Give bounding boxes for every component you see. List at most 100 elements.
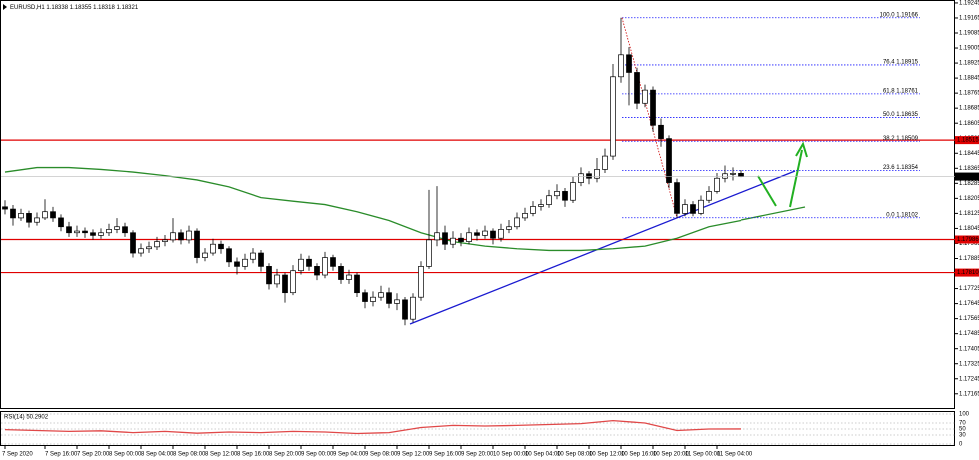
candle-body bbox=[362, 292, 368, 302]
candle-body bbox=[666, 138, 672, 183]
y-tick-label: 1.17325 bbox=[959, 361, 979, 367]
candle-body bbox=[250, 252, 256, 260]
candle-body bbox=[346, 274, 352, 280]
x-tick-label: 9 Sep 04:00 bbox=[333, 452, 366, 458]
x-tick-label: 8 Sep 12:00 bbox=[205, 452, 238, 458]
candle-body bbox=[130, 232, 136, 254]
y-tick-label: 1.18125 bbox=[959, 211, 979, 217]
last-price-tag bbox=[955, 172, 979, 181]
candle-body bbox=[194, 230, 200, 258]
last-open: 1.18338 bbox=[46, 5, 68, 11]
x-tick-label: 8 Sep 08:00 bbox=[173, 452, 206, 458]
candle-body bbox=[498, 229, 504, 239]
last-close: 1.18321 bbox=[116, 5, 138, 11]
header: EURUSD,H1 1.18338 1.18355 1.18318 1.1832… bbox=[10, 5, 139, 11]
candle-body bbox=[154, 241, 160, 248]
candle-body bbox=[202, 252, 208, 258]
candle-body bbox=[290, 270, 296, 294]
candle-body bbox=[722, 173, 728, 179]
x-tick-label: 7 Sep 20:00 bbox=[77, 452, 110, 458]
candle-body bbox=[546, 195, 552, 205]
y-tick-label: 1.17165 bbox=[959, 391, 979, 397]
candle-body bbox=[314, 266, 320, 276]
candle-body bbox=[322, 257, 328, 276]
y-tick-label: 1.18365 bbox=[959, 166, 979, 172]
candle-body bbox=[210, 243, 216, 254]
candle-body bbox=[402, 299, 408, 320]
x-tick-label: 7 Sep 16:00 bbox=[45, 452, 78, 458]
candle-body bbox=[90, 232, 96, 236]
x-tick-label: 11 Sep 04:00 bbox=[717, 452, 753, 458]
level-label: 1.18515 bbox=[957, 138, 979, 144]
last-low: 1.18318 bbox=[93, 5, 115, 11]
x-tick-label: 9 Sep 00:00 bbox=[301, 452, 334, 458]
candle-body bbox=[506, 226, 512, 230]
candle-body bbox=[418, 266, 424, 298]
level-tag bbox=[955, 235, 979, 244]
rsi-frame bbox=[0, 411, 955, 446]
candle-body bbox=[26, 213, 32, 223]
candle-body bbox=[586, 173, 592, 179]
y-tick-label: 1.18445 bbox=[959, 151, 979, 157]
fib-label: 38.2 1.18509 bbox=[883, 136, 919, 142]
candle-body bbox=[578, 173, 584, 183]
rsi-tick-label: 50 bbox=[959, 427, 966, 433]
candle-body bbox=[82, 230, 88, 234]
candle-body bbox=[114, 226, 120, 230]
x-tick-label: 8 Sep 20:00 bbox=[269, 452, 302, 458]
x-tick-label: 7 Sep 2020 bbox=[2, 452, 33, 458]
candle-body bbox=[66, 226, 72, 234]
candle-body bbox=[10, 208, 16, 219]
header-icon bbox=[3, 4, 7, 10]
level-label: 1.17986 bbox=[957, 237, 979, 243]
candle-body bbox=[514, 217, 520, 228]
candle-body bbox=[178, 232, 184, 241]
candle-body bbox=[234, 261, 240, 267]
candle-body bbox=[738, 173, 744, 177]
candle-body bbox=[530, 206, 536, 214]
candle-body bbox=[242, 258, 248, 267]
fib-label: 100.0 1.19166 bbox=[880, 12, 919, 18]
candle-body bbox=[42, 211, 48, 219]
rsi-tick-label: 100 bbox=[959, 412, 970, 418]
candle-body bbox=[434, 232, 440, 241]
y-tick-label: 1.18845 bbox=[959, 76, 979, 82]
y-tick-label: 1.17645 bbox=[959, 301, 979, 307]
candle-body bbox=[714, 177, 720, 192]
candle-body bbox=[106, 229, 112, 234]
y-tick-label: 1.19005 bbox=[959, 46, 979, 52]
candle-body bbox=[298, 258, 304, 272]
y-tick-label: 1.19165 bbox=[959, 16, 979, 22]
candle-body bbox=[394, 299, 400, 304]
candle-body bbox=[482, 230, 488, 236]
y-tick-label: 1.17885 bbox=[959, 256, 979, 262]
x-tick-label: 10 Sep 00:00 bbox=[493, 452, 529, 458]
x-tick-label: 10 Sep 16:00 bbox=[621, 452, 657, 458]
y-tick-label: 1.17245 bbox=[959, 376, 979, 382]
y-tick-label: 1.19085 bbox=[959, 31, 979, 37]
rsi-tick-label: 70 bbox=[959, 421, 966, 427]
candle-body bbox=[306, 258, 312, 267]
candle-body bbox=[570, 182, 576, 201]
fib-label: 0.0 1.18102 bbox=[886, 212, 918, 218]
candle-body bbox=[2, 206, 8, 210]
main-frame bbox=[0, 0, 955, 409]
candle-body bbox=[58, 217, 64, 228]
candle-body bbox=[138, 248, 144, 254]
candle-body bbox=[50, 211, 56, 219]
candle-body bbox=[450, 237, 456, 245]
candle-body bbox=[674, 182, 680, 214]
candle-body bbox=[378, 292, 384, 298]
candle-body bbox=[122, 226, 128, 234]
last-price-label: 1.18321 bbox=[957, 174, 979, 180]
candle-body bbox=[266, 266, 272, 285]
x-tick-label: 9 Sep 16:00 bbox=[429, 452, 462, 458]
fib-label: 50.0 1.18635 bbox=[883, 112, 919, 118]
level-tag bbox=[955, 136, 979, 145]
candle-body bbox=[218, 243, 224, 250]
candle-body bbox=[706, 191, 712, 201]
candle-body bbox=[626, 54, 632, 73]
last-high: 1.18355 bbox=[70, 5, 92, 11]
candle-body bbox=[74, 230, 80, 234]
level-tag bbox=[955, 268, 979, 277]
